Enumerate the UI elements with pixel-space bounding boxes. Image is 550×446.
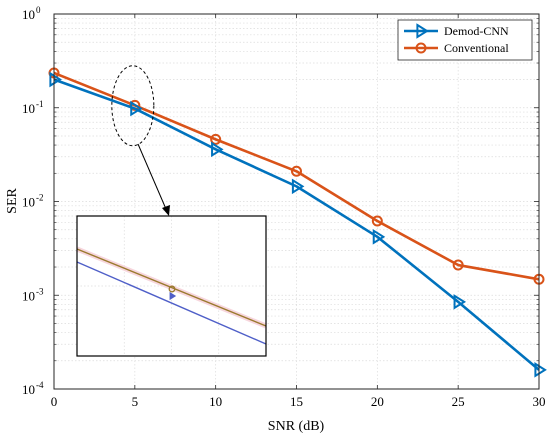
y-tick-exponent: -2 bbox=[36, 193, 44, 203]
data-point-marker bbox=[372, 229, 386, 245]
series-demod-cnn bbox=[49, 71, 547, 378]
series-line bbox=[53, 78, 540, 371]
legend-label-demod-cnn: Demod-CNN bbox=[444, 24, 509, 38]
x-tick-label: 5 bbox=[132, 394, 139, 409]
y-tick-exponent: -1 bbox=[36, 99, 44, 109]
inset-conventional-marker bbox=[168, 285, 176, 293]
inset-demod-cnn-marker bbox=[169, 291, 177, 301]
data-point-marker bbox=[210, 133, 222, 145]
inset-conventional-line bbox=[76, 248, 267, 327]
x-tick-label: 30 bbox=[533, 394, 546, 409]
data-point-marker bbox=[211, 141, 224, 158]
zoom-arrow-head bbox=[162, 205, 170, 216]
x-tick-label: 10 bbox=[209, 394, 222, 409]
y-tick-label: 10 bbox=[22, 101, 35, 116]
x-tick-label: 20 bbox=[371, 394, 384, 409]
data-point-marker bbox=[130, 100, 143, 117]
legend: Demod-CNN Conventional bbox=[397, 19, 533, 61]
legend-label-conventional: Conventional bbox=[444, 41, 509, 55]
y-tick-label: 10 bbox=[22, 288, 35, 303]
x-tick-label: 0 bbox=[51, 394, 58, 409]
data-point-marker bbox=[49, 71, 62, 88]
y-tick-exponent: 0 bbox=[36, 5, 41, 15]
legend-marker-demod-cnn bbox=[416, 23, 429, 39]
x-axis-label: SNR (dB) bbox=[268, 419, 325, 434]
inset-demod-cnn-line bbox=[76, 261, 267, 345]
data-point-marker bbox=[291, 178, 305, 195]
inset-frame bbox=[76, 215, 267, 357]
y-tick-label: 10 bbox=[22, 195, 35, 210]
data-point-marker bbox=[534, 362, 547, 378]
y-axis-label: SER bbox=[5, 188, 20, 214]
y-tick-label: 10 bbox=[22, 382, 35, 397]
data-point-marker bbox=[371, 215, 383, 227]
inset-plot bbox=[76, 215, 267, 357]
zoom-ellipse bbox=[111, 65, 155, 147]
zoom-annotation bbox=[111, 65, 170, 216]
x-tick-label: 15 bbox=[290, 394, 303, 409]
data-point-marker bbox=[291, 165, 302, 177]
x-tick-label: 25 bbox=[452, 394, 465, 409]
zoom-arrow-line bbox=[137, 143, 167, 210]
legend-marker-conventional bbox=[415, 42, 427, 54]
data-point-marker bbox=[453, 294, 467, 310]
y-tick-exponent: -3 bbox=[36, 286, 44, 296]
y-tick-exponent: -4 bbox=[36, 380, 44, 390]
y-tick-label: 10 bbox=[22, 7, 35, 22]
data-point-marker bbox=[452, 259, 464, 271]
